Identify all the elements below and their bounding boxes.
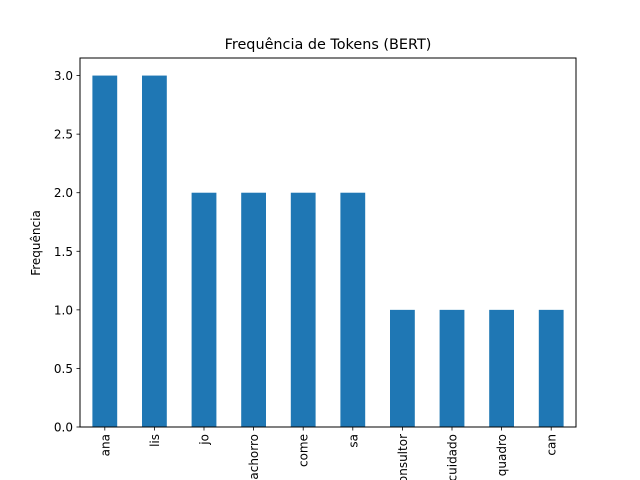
- y-tick-label: 2.5: [54, 128, 73, 142]
- x-tick-label-sa: sa: [346, 434, 360, 448]
- y-axis-label: Frequência: [29, 210, 43, 276]
- bar-can: [538, 309, 564, 427]
- x-tick-label-can: can: [545, 434, 559, 456]
- y-tick-label: 2.0: [54, 186, 73, 200]
- bar-ana: [92, 75, 118, 428]
- x-tick-label-come: come: [297, 434, 311, 467]
- y-tick-label: 1.0: [54, 303, 73, 317]
- y-tick-label: 3.0: [54, 69, 73, 83]
- x-tick-label-quadro: quadro: [495, 434, 509, 476]
- bar-lis: [142, 75, 167, 428]
- x-tick-label-consultor: consultor: [396, 434, 410, 480]
- x-tick-label-jo: jo: [198, 434, 212, 446]
- chart-title: Frequência de Tokens (BERT): [225, 37, 432, 53]
- x-axis: ana lis jo cachorro come sa consultor cuidado qu…: [98, 427, 559, 480]
- bars-group: [92, 75, 564, 428]
- x-tick-label-cuidado: cuidado: [446, 434, 460, 480]
- x-tick-label-cachorro: cachorro: [247, 434, 261, 480]
- x-tick-label-ana: ana: [98, 434, 112, 456]
- y-tick-label: 0.5: [54, 362, 73, 376]
- plot-frame: [79, 57, 577, 428]
- bar-cachorro: [241, 192, 266, 427]
- bar-come: [290, 192, 316, 427]
- bar-jo: [191, 192, 217, 427]
- y-tick-label: 1.5: [54, 245, 73, 259]
- y-tick-label: 0.0: [54, 421, 73, 435]
- y-axis: 0.0 0.5 1.0 1.5 2.0 2.5 3.0: [54, 69, 80, 435]
- bar-quadro: [489, 309, 514, 427]
- bar-consultor: [390, 309, 415, 427]
- bar-cuidado: [439, 309, 465, 427]
- bar-sa: [340, 192, 366, 427]
- x-tick-label-lis: lis: [148, 434, 162, 447]
